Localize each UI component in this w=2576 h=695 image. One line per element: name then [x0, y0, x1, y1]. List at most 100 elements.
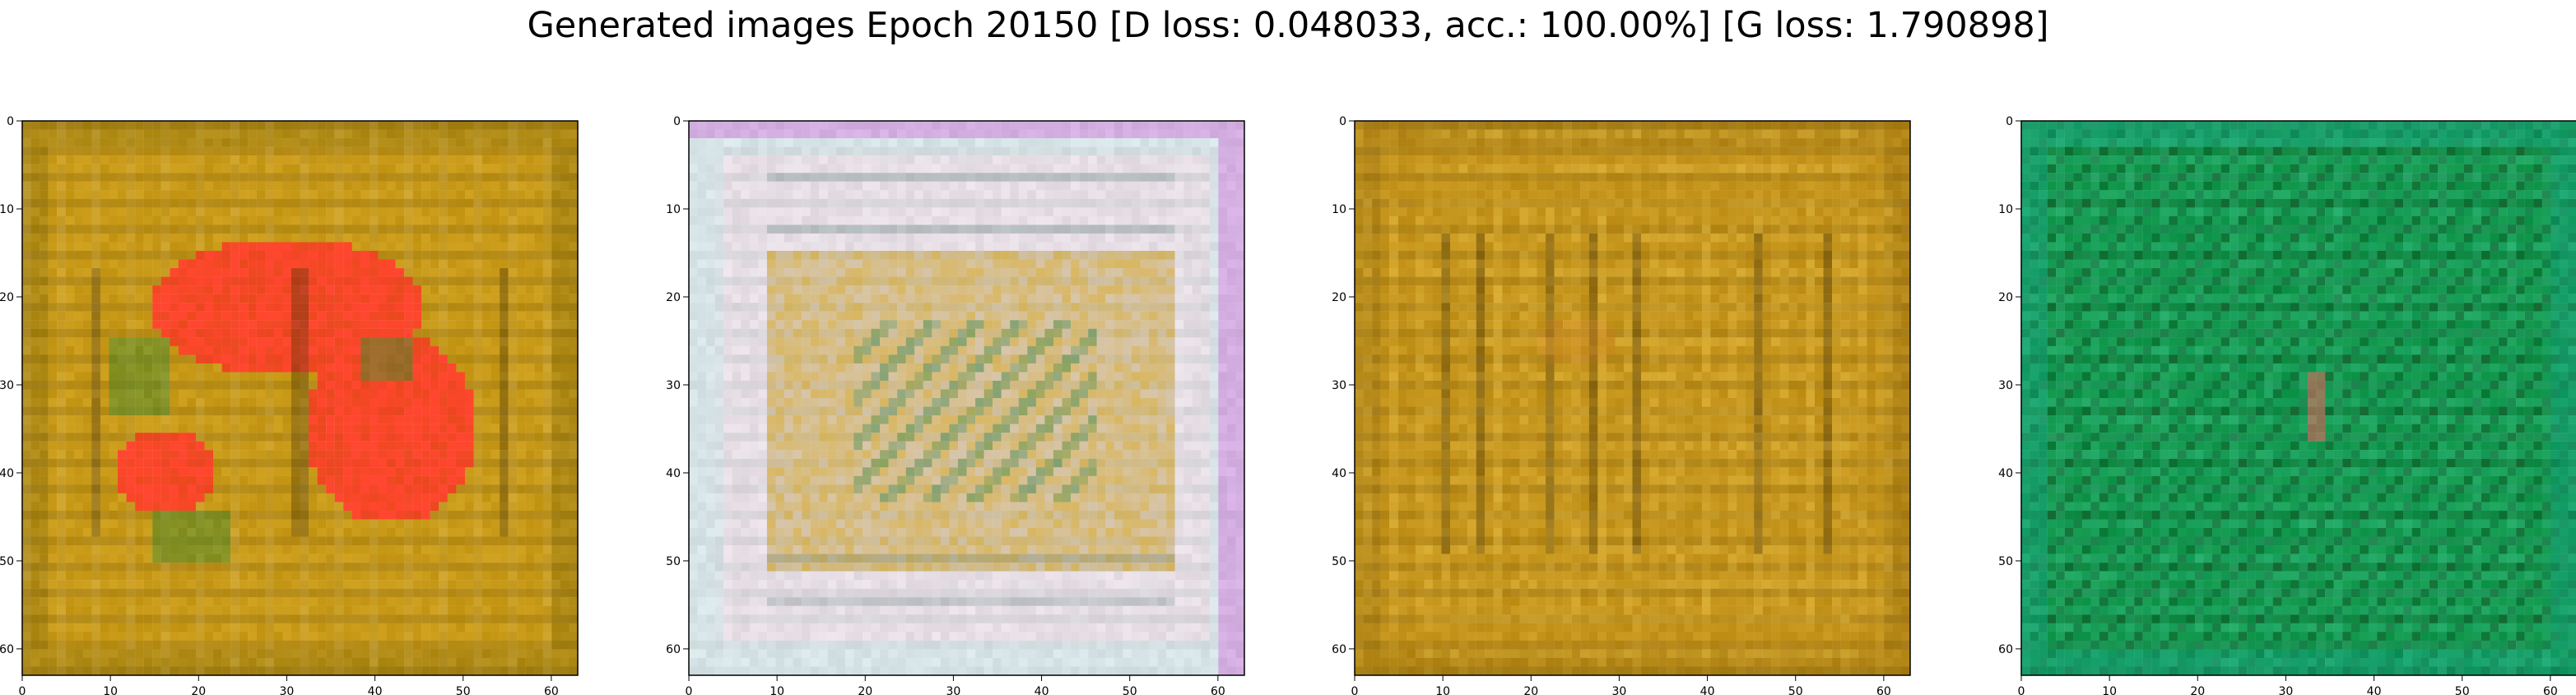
image-pixel [291, 407, 300, 416]
image-pixel [187, 329, 196, 338]
image-pixel [534, 442, 543, 451]
image-pixel [396, 511, 405, 520]
image-pixel [360, 346, 370, 355]
image-pixel [396, 268, 405, 277]
image-pixel [404, 424, 413, 433]
image-pixel [161, 216, 170, 225]
image-pixel [83, 251, 92, 260]
image-pixel [853, 234, 863, 243]
image-pixel [274, 407, 283, 416]
image-pixel [500, 424, 509, 433]
image-pixel [352, 173, 361, 182]
image-pixel [318, 268, 327, 277]
image-pixel [758, 130, 767, 139]
image-pixel [500, 364, 509, 373]
image-pixel [179, 484, 188, 493]
image-pixel [309, 407, 318, 416]
image-pixel [482, 389, 491, 398]
image-pixel [66, 354, 75, 364]
image-pixel [845, 182, 854, 191]
image-pixel [456, 147, 465, 156]
image-pixel [309, 614, 318, 623]
image-pixel [491, 415, 500, 424]
image-pixel [118, 207, 127, 216]
image-pixel [465, 337, 474, 346]
image-pixel [1149, 138, 1158, 147]
image-pixel [430, 372, 439, 381]
image-pixel [343, 545, 352, 554]
image-pixel [352, 242, 361, 251]
image-pixel [775, 173, 784, 182]
image-pixel [118, 268, 127, 277]
image-pixel [257, 563, 266, 572]
image-pixel [248, 563, 257, 572]
image-pixel [1088, 138, 1097, 147]
image-pixel [370, 563, 379, 572]
image-pixel [300, 173, 309, 182]
image-pixel [387, 277, 396, 286]
image-pixel [57, 511, 66, 520]
image-pixel [161, 597, 170, 606]
image-pixel [179, 164, 188, 174]
image-pixel [300, 484, 309, 493]
image-pixel [196, 658, 205, 667]
image-pixel [100, 199, 109, 208]
image-pixel [343, 138, 352, 147]
image-pixel [551, 450, 560, 459]
image-pixel [370, 450, 379, 459]
image-pixel [569, 606, 578, 615]
image-pixel [248, 459, 257, 468]
image-pixel [967, 199, 976, 208]
image-pixel [517, 294, 526, 303]
image-pixel [196, 354, 205, 364]
image-pixel [100, 182, 109, 191]
image-pixel [378, 632, 387, 641]
image-pixel [326, 285, 335, 294]
image-pixel [370, 641, 379, 650]
image-pixel [569, 442, 578, 451]
image-pixel [49, 563, 58, 572]
image-pixel [49, 251, 58, 260]
image-pixel [343, 303, 352, 312]
image-pixel [698, 173, 707, 182]
image-pixel [543, 329, 552, 338]
image-pixel [404, 649, 413, 658]
image-pixel [387, 415, 396, 424]
image-pixel [282, 572, 291, 581]
image-pixel [491, 666, 500, 675]
image-pixel [83, 121, 92, 130]
image-pixel [187, 511, 196, 520]
image-pixel [993, 130, 1002, 139]
image-pixel [370, 285, 379, 294]
image-pixel [309, 364, 318, 373]
image-pixel [326, 623, 335, 632]
image-pixel [196, 182, 205, 191]
image-pixel [291, 381, 300, 390]
image-pixel [343, 364, 352, 373]
image-pixel [352, 658, 361, 667]
image-pixel [370, 442, 379, 451]
image-pixel [923, 121, 932, 130]
image-pixel [161, 511, 170, 520]
image-pixel [551, 389, 560, 398]
image-pixel [543, 597, 552, 606]
image-pixel [914, 182, 923, 191]
image-pixel [144, 398, 153, 407]
image-pixel [300, 234, 309, 243]
image-pixel [430, 155, 439, 164]
image-pixel [83, 666, 92, 675]
image-pixel [387, 294, 396, 303]
image-pixel [265, 649, 274, 658]
image-pixel [509, 346, 518, 355]
image-pixel [335, 442, 344, 451]
image-pixel [811, 138, 820, 147]
image-pixel [100, 442, 109, 451]
image-pixel [265, 173, 274, 182]
image-pixel [509, 251, 518, 260]
image-pixel [22, 511, 31, 520]
image-pixel [335, 130, 344, 139]
image-pixel [257, 329, 266, 338]
image-pixel [967, 130, 976, 139]
image-pixel [1062, 155, 1072, 164]
image-pixel [543, 554, 552, 563]
